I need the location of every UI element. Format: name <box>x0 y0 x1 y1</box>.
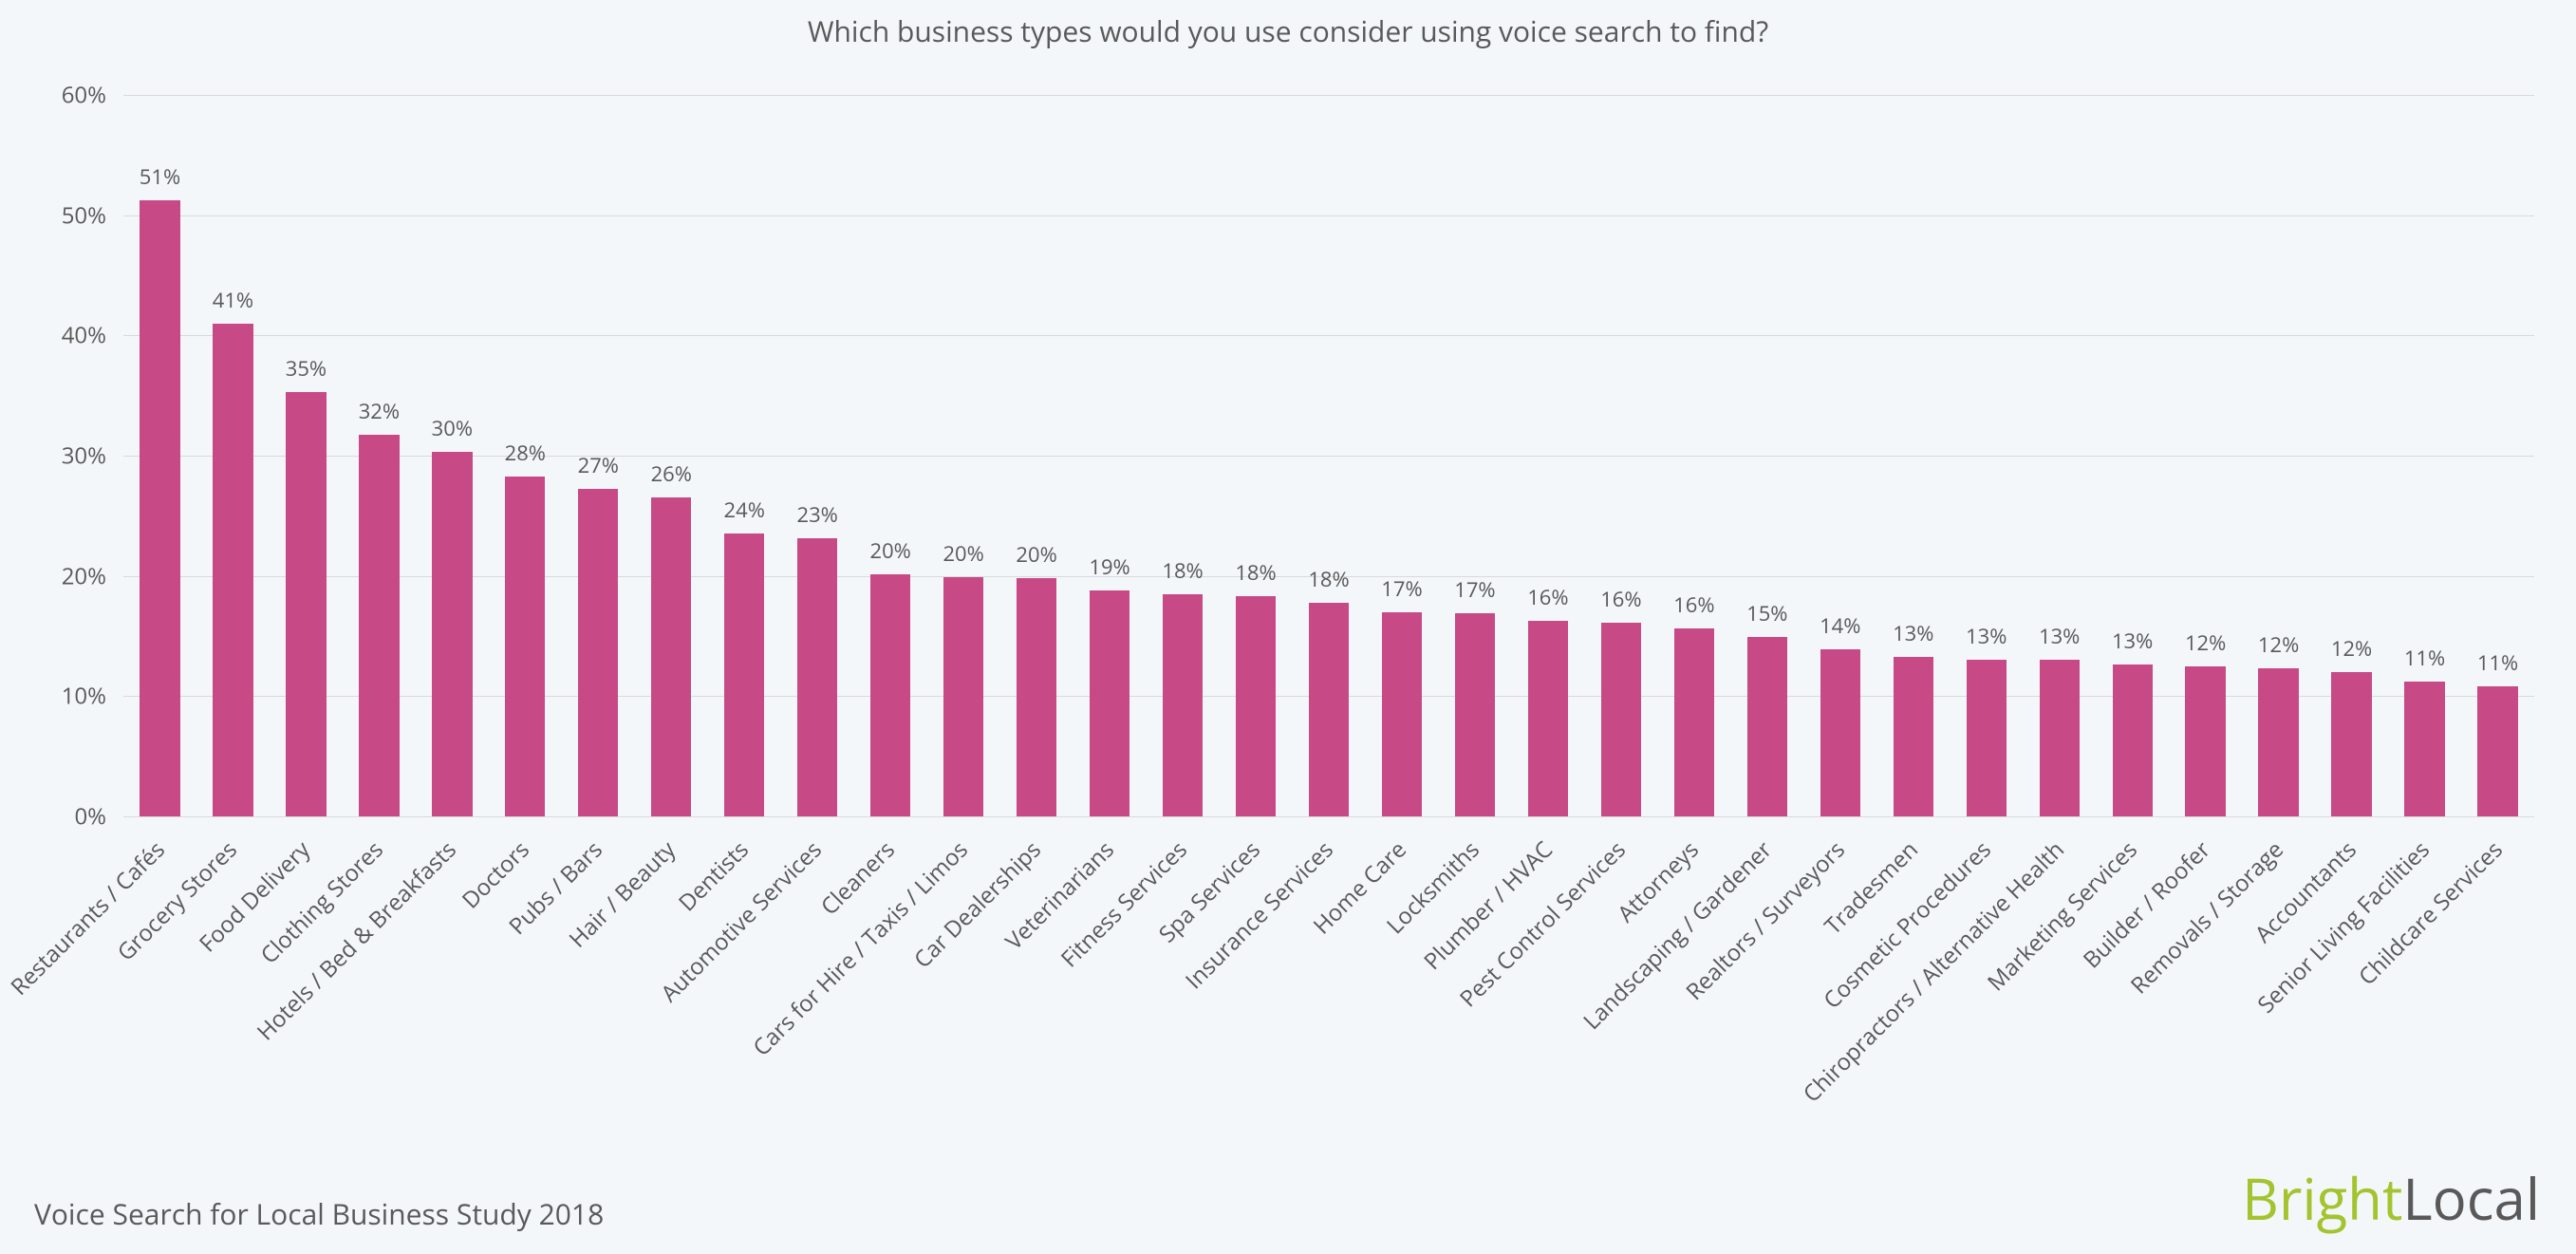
bar <box>1455 613 1495 816</box>
bar-value-label: 26% <box>651 459 692 488</box>
y-axis-label: 50% <box>62 199 106 231</box>
bar-value-label: 15% <box>1746 599 1787 627</box>
bar <box>1017 578 1056 816</box>
y-axis-label: 60% <box>62 80 106 111</box>
bar-value-label: 20% <box>869 536 910 565</box>
bar <box>213 324 252 816</box>
bar-value-label: 12% <box>2185 628 2226 657</box>
bar-value-label: 16% <box>1673 590 1714 619</box>
plot-area: 0%10%20%30%40%50%60%51%Restaurants / Caf… <box>123 95 2534 816</box>
bar <box>1894 657 1933 816</box>
bar <box>797 538 837 816</box>
bar-value-label: 35% <box>286 354 327 383</box>
bar-value-label: 16% <box>1527 583 1568 611</box>
bar-value-label: 23% <box>797 500 838 529</box>
bar <box>1163 594 1203 816</box>
bar-value-label: 41% <box>213 286 253 314</box>
bar-value-label: 18% <box>1308 565 1349 593</box>
bar <box>1601 623 1641 816</box>
bar <box>2331 672 2371 816</box>
bar <box>1382 612 1422 816</box>
bar-value-label: 13% <box>1966 622 2007 650</box>
bar <box>140 200 179 816</box>
bar <box>1967 660 2007 816</box>
gridline <box>123 335 2534 336</box>
bar <box>724 533 764 816</box>
bar <box>578 489 618 816</box>
bar-value-label: 16% <box>1600 585 1641 613</box>
gridline <box>123 816 2534 817</box>
bar-value-label: 17% <box>1454 575 1495 604</box>
bar-value-label: 14% <box>1820 611 1860 640</box>
bar-value-label: 13% <box>2112 627 2153 655</box>
y-axis-label: 0% <box>74 801 106 833</box>
bar-value-label: 13% <box>2039 622 2080 650</box>
bar <box>2258 668 2298 816</box>
gridline <box>123 95 2534 96</box>
bar <box>1236 596 1276 816</box>
bar-value-label: 20% <box>1016 540 1056 569</box>
bar-value-label: 12% <box>2258 630 2299 659</box>
bar <box>432 452 472 816</box>
bar-value-label: 24% <box>724 496 765 524</box>
bar <box>2040 660 2080 816</box>
bar-value-label: 30% <box>432 414 473 442</box>
y-axis-label: 40% <box>62 320 106 351</box>
y-axis-label: 10% <box>62 681 106 712</box>
chart-title: Which business types would you use consi… <box>0 11 2576 50</box>
gridline <box>123 215 2534 216</box>
bar <box>1090 590 1129 816</box>
bar <box>1309 603 1349 816</box>
bar-value-label: 17% <box>1381 574 1422 603</box>
bar <box>651 497 691 816</box>
bar <box>286 392 326 816</box>
footer-text: Voice Search for Local Business Study 20… <box>34 1194 604 1233</box>
bar <box>1674 628 1714 816</box>
bar <box>2113 664 2153 816</box>
bar-value-label: 11% <box>2477 648 2518 677</box>
bar-value-label: 28% <box>505 439 546 467</box>
bar-value-label: 11% <box>2404 644 2445 672</box>
brightlocal-logo: BrightLocal <box>2242 1159 2540 1237</box>
bar-value-label: 19% <box>1089 552 1129 581</box>
logo-word-1: Bright <box>2242 1159 2402 1237</box>
bar-value-label: 51% <box>140 162 180 191</box>
bar <box>870 574 910 816</box>
bar <box>2185 666 2225 816</box>
bar <box>2477 686 2517 816</box>
bar <box>943 577 983 816</box>
bar <box>359 435 399 816</box>
bar-value-label: 13% <box>1893 619 1933 647</box>
bar <box>1528 621 1568 816</box>
bar <box>505 477 545 816</box>
chart-canvas: Which business types would you use consi… <box>0 0 2576 1254</box>
gridline <box>123 456 2534 457</box>
bar-value-label: 18% <box>1235 558 1276 587</box>
bar <box>2404 682 2444 816</box>
bar-value-label: 12% <box>2331 634 2372 663</box>
bar <box>1820 649 1860 816</box>
bar <box>1747 637 1787 816</box>
bar-value-label: 32% <box>359 397 400 425</box>
y-axis-label: 30% <box>62 440 106 472</box>
y-axis-label: 20% <box>62 560 106 591</box>
bar-value-label: 20% <box>943 539 983 568</box>
bar-value-label: 27% <box>578 451 619 479</box>
bar-value-label: 18% <box>1162 556 1203 585</box>
logo-word-2: Local <box>2402 1159 2540 1237</box>
